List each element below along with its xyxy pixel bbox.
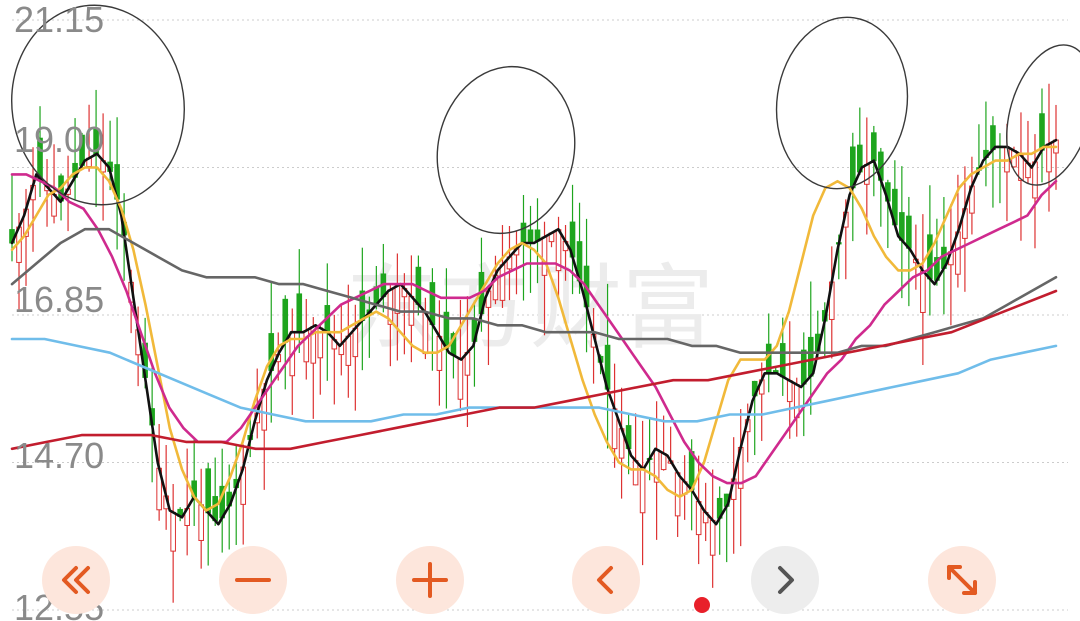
chevron-right-icon <box>778 566 794 594</box>
candle-body <box>422 312 429 355</box>
candle-body <box>800 349 807 385</box>
candlestick <box>997 133 1003 204</box>
candlestick <box>639 420 646 566</box>
candlestick <box>324 263 331 381</box>
candle-body <box>429 282 436 326</box>
rewind-button[interactable] <box>42 546 110 614</box>
candle-body <box>920 270 926 313</box>
candlestick <box>212 457 218 526</box>
hand-drawn-ellipse <box>11 4 185 206</box>
candlestick <box>857 107 863 175</box>
candle-body <box>639 468 646 514</box>
candle-body <box>499 264 506 301</box>
hand-drawn-ellipse <box>1006 44 1080 186</box>
candlestick <box>198 468 204 569</box>
candle-body <box>345 335 352 366</box>
hand-drawn-circles <box>11 4 1080 235</box>
candlestick <box>618 387 625 499</box>
candle-body <box>520 222 527 244</box>
candlestick <box>709 469 716 588</box>
fullscreen-button[interactable] <box>928 546 996 614</box>
candlestick <box>674 471 681 537</box>
zoom-out-button[interactable] <box>219 546 287 614</box>
grid-lines <box>12 19 1068 611</box>
hand-drawn-ellipse <box>436 65 576 235</box>
candlestick <box>983 101 989 187</box>
candlestick <box>730 437 737 554</box>
candlestick <box>1039 88 1045 183</box>
y-tick-label: 16.85 <box>14 279 105 320</box>
candle-body <box>170 511 176 552</box>
candle-body <box>457 358 464 400</box>
ma-line <box>10 145 1058 512</box>
y-tick-label: 21.15 <box>14 0 105 40</box>
candle-body <box>779 343 786 378</box>
candle-body <box>927 234 933 280</box>
candlestick <box>948 203 954 326</box>
candlestick <box>920 214 926 366</box>
candlestick <box>962 166 968 292</box>
y-tick-label: 14.70 <box>14 435 105 476</box>
candlestick <box>632 413 639 486</box>
candle-body <box>660 452 667 471</box>
candlestick <box>828 246 835 359</box>
chevron-left-icon <box>597 566 613 594</box>
y-tick-label: 19.00 <box>14 119 105 160</box>
candle-body <box>282 298 289 343</box>
minus-icon <box>235 578 271 582</box>
candlestick <box>30 147 36 252</box>
candlestick <box>885 179 891 249</box>
candlestick <box>969 156 975 235</box>
candle-body <box>1032 161 1038 199</box>
candle-body <box>864 164 870 185</box>
candle-body <box>527 229 534 244</box>
scroll-right-button[interactable] <box>751 546 819 614</box>
candle-body <box>807 336 814 377</box>
scroll-left-button[interactable] <box>572 546 640 614</box>
candle-body <box>899 212 905 241</box>
candlestick <box>170 484 176 603</box>
candle-body <box>296 293 303 333</box>
expand-icon <box>947 565 977 595</box>
candle-body <box>352 327 359 358</box>
candle-body <box>541 236 548 276</box>
candle-body <box>871 132 877 162</box>
plus-icon <box>412 562 448 598</box>
candlestick <box>268 281 275 423</box>
candle-body <box>786 380 793 403</box>
candlestick <box>653 401 660 540</box>
hand-drawn-ellipse <box>775 16 909 190</box>
candlestick <box>899 166 905 299</box>
double-chevron-left-icon <box>62 566 90 594</box>
candlestick <box>289 308 296 415</box>
candlestick <box>660 415 667 471</box>
candlestick <box>317 323 324 395</box>
ma-line <box>10 173 1058 485</box>
candle-body <box>205 468 211 514</box>
zoom-in-button[interactable] <box>396 546 464 614</box>
ma-line <box>10 138 1058 526</box>
candlestick <box>114 117 120 250</box>
candlestick <box>296 249 303 353</box>
crosshair-position-dot <box>694 597 710 613</box>
candlestick <box>331 314 338 405</box>
candle-body <box>906 215 912 249</box>
candle-body <box>709 519 716 556</box>
candlestick <box>44 159 50 227</box>
moving-average-lines <box>10 138 1058 526</box>
candle-body <box>198 504 204 541</box>
ma-line <box>10 289 1058 451</box>
candlestick <box>191 438 197 526</box>
candle-body <box>1039 113 1045 151</box>
candlestick <box>1018 112 1024 241</box>
candlestick <box>737 408 744 547</box>
candlestick <box>681 455 688 520</box>
candles <box>9 83 1059 603</box>
candlestick <box>184 448 190 556</box>
